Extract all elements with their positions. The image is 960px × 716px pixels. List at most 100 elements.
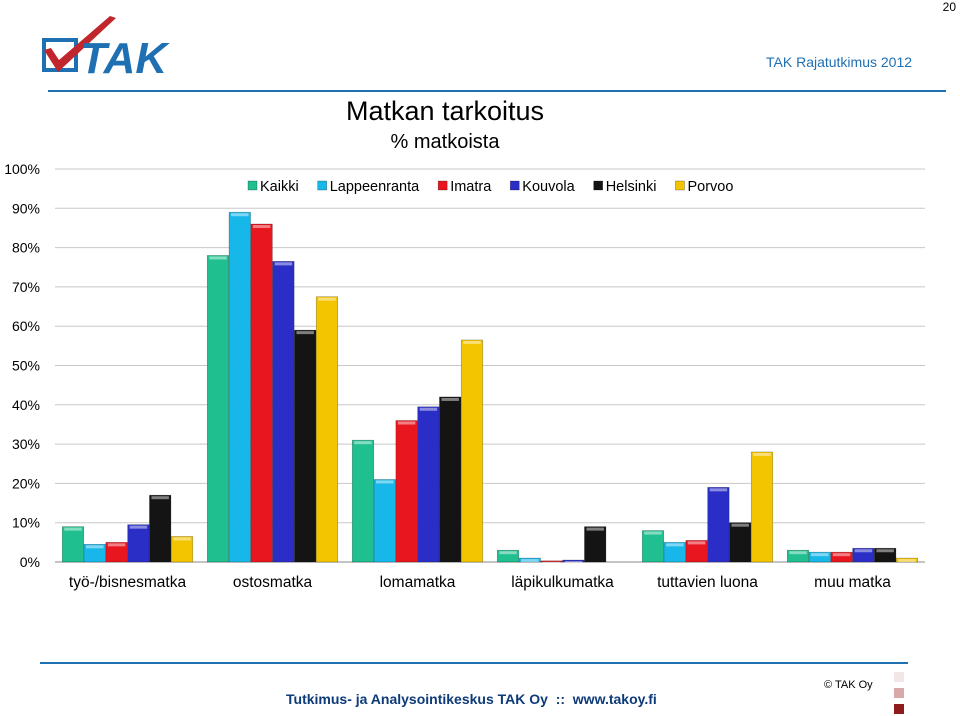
bar-highlight [274, 262, 293, 266]
y-tick-label: 10% [12, 515, 40, 531]
bar-highlight [564, 561, 583, 563]
bar-highlight [173, 537, 191, 541]
bar-highlight [296, 331, 314, 335]
bar [170, 536, 194, 563]
bar [830, 551, 853, 563]
legend-label: Lappeenranta [330, 179, 420, 195]
bar-highlight [397, 421, 416, 425]
bar [373, 479, 396, 563]
x-category-label: lomamatka [380, 574, 456, 591]
bar-highlight [666, 543, 684, 547]
bar-highlight [86, 545, 104, 549]
bar [105, 542, 128, 563]
bar-highlight [644, 531, 662, 535]
logo-text: TAK [80, 34, 170, 80]
bar [852, 547, 875, 563]
bar [540, 560, 563, 563]
logo-checkmark [44, 16, 116, 72]
y-tick-label: 50% [12, 358, 40, 374]
survey-name: TAK Rajatutkimus 2012 [766, 54, 913, 70]
bar [874, 547, 897, 563]
bar-highlight [832, 553, 851, 557]
bar-highlight [107, 543, 126, 547]
bar-highlight [811, 553, 829, 557]
bar [439, 396, 462, 563]
x-category-label: muu matka [814, 574, 891, 591]
legend-label: Kaikki [260, 179, 299, 195]
x-category-label: ostosmatka [233, 574, 313, 591]
bar-highlight [151, 496, 169, 500]
y-tick-label: 100% [4, 161, 40, 177]
bar-highlight [463, 340, 481, 344]
footer-text: Tutkimus- ja Analysointikeskus TAK Oy ::… [286, 691, 657, 707]
footer-square-3 [894, 704, 904, 714]
bar [729, 522, 752, 563]
legend-label: Helsinki [606, 179, 657, 195]
bar [395, 420, 418, 563]
bar-highlight [542, 561, 561, 563]
bar [315, 296, 339, 563]
bar-highlight [64, 527, 82, 531]
chart-title: Matkan tarkoitus [345, 96, 545, 126]
bar-highlight [521, 559, 539, 563]
bar-chart: 0% 10% 20% 30% 40% 50% 60% 70% 80% 90% 100% työ-/bi… [4, 161, 925, 591]
bar-highlight [419, 407, 438, 411]
bar [518, 557, 541, 563]
bar [61, 526, 85, 563]
bar-highlight [252, 225, 271, 229]
bar [351, 439, 375, 563]
x-category-label: läpikulkumatka [511, 574, 614, 591]
bar [228, 211, 251, 563]
bar [496, 549, 520, 563]
bar-highlight [209, 256, 227, 260]
bar-highlight [753, 452, 771, 456]
y-tick-label: 30% [12, 436, 40, 452]
y-tick-label: 70% [12, 279, 40, 295]
bar-highlight [376, 480, 394, 484]
legend-swatch [593, 180, 603, 191]
footer-square-2 [894, 688, 904, 698]
legend-swatch [675, 180, 685, 191]
bar [417, 406, 440, 563]
legend-label: Kouvola [522, 179, 575, 195]
bar [127, 524, 150, 563]
bar [83, 544, 106, 563]
legend-swatch [247, 180, 258, 191]
legend-swatch [437, 180, 448, 191]
bar [460, 339, 484, 563]
bar [707, 487, 730, 563]
bar [663, 542, 686, 563]
bar-highlight [129, 525, 148, 529]
x-category-label: tuttavien luona [657, 574, 758, 591]
bar-highlight [876, 549, 894, 553]
bar-highlight [709, 488, 728, 492]
bar-highlight [354, 441, 372, 445]
bar-highlight [789, 551, 807, 555]
bar [562, 559, 585, 563]
y-tick-label: 90% [12, 200, 40, 216]
bar-highlight [687, 541, 706, 545]
bar-highlight [499, 551, 517, 555]
bar [206, 255, 230, 563]
bar-highlight [898, 559, 916, 563]
bar [641, 530, 665, 563]
bar [786, 549, 810, 563]
y-tick-label: 0% [20, 554, 40, 570]
legend-label: Porvoo [687, 179, 733, 195]
y-tick-label: 40% [12, 397, 40, 413]
bar [250, 223, 273, 563]
y-tick-label: 80% [12, 240, 40, 256]
x-category-label: työ-/bisnesmatka [69, 574, 187, 591]
bar [149, 494, 172, 563]
bar [750, 451, 774, 563]
copyright: © TAK Oy [824, 679, 873, 691]
chart-subtitle: % matkoista [390, 131, 500, 153]
bar [584, 526, 607, 563]
page-number: 20 [942, 0, 956, 14]
footer-square-1 [894, 672, 904, 682]
bar [685, 540, 708, 563]
bar [895, 557, 919, 563]
bar-highlight [854, 549, 873, 553]
legend-label: Imatra [450, 179, 492, 195]
legend-swatch [317, 180, 327, 191]
